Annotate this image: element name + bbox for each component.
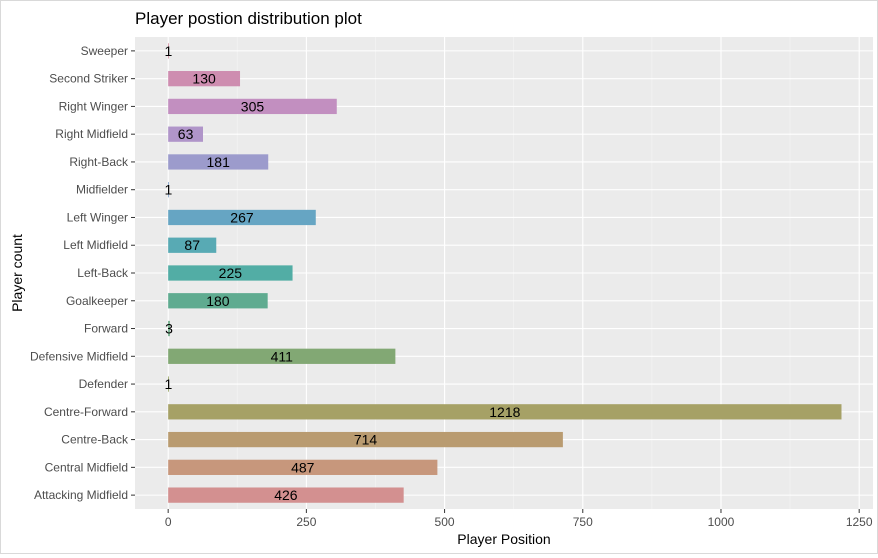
bar bbox=[168, 209, 316, 226]
data-label: 1 bbox=[165, 376, 173, 392]
y-tick-label: Midfielder bbox=[76, 183, 128, 197]
bar bbox=[168, 98, 337, 115]
bar bbox=[168, 376, 169, 392]
data-label: 714 bbox=[354, 432, 378, 448]
y-tick-label: Sweeper bbox=[81, 44, 128, 58]
y-tick-label: Left Winger bbox=[67, 210, 128, 224]
y-tick-label: Forward bbox=[84, 322, 128, 336]
data-label-layer: 426 487 714 1218 1 411 3 180 225 87 267 1 181 63 305 13… bbox=[165, 43, 521, 503]
bar bbox=[168, 182, 169, 198]
data-label: 426 bbox=[274, 487, 298, 503]
data-label: 87 bbox=[184, 237, 200, 253]
bar bbox=[168, 431, 563, 448]
x-tick-label: 1000 bbox=[708, 515, 735, 529]
data-label: 267 bbox=[230, 209, 254, 225]
bar bbox=[168, 320, 170, 337]
y-tick-label: Attacking Midfield bbox=[34, 488, 128, 502]
data-label: 181 bbox=[207, 154, 231, 170]
x-tick-label: 1250 bbox=[846, 515, 873, 529]
data-label: 411 bbox=[271, 348, 294, 364]
data-label: 130 bbox=[192, 71, 216, 87]
data-label: 1 bbox=[165, 182, 173, 198]
data-label: 1218 bbox=[489, 404, 520, 420]
chart-title: Player postion distribution plot bbox=[135, 9, 362, 28]
bar bbox=[168, 293, 268, 309]
y-tick-label: Goalkeeper bbox=[66, 294, 128, 308]
y-tick-label: Centre-Forward bbox=[44, 405, 128, 419]
bar bbox=[168, 348, 396, 364]
y-tick-label: Left Midfield bbox=[63, 238, 128, 252]
y-tick-label: Centre-Back bbox=[61, 433, 129, 447]
data-label: 63 bbox=[178, 126, 194, 142]
bar-layer bbox=[168, 43, 842, 503]
y-tick-label: Right Midfield bbox=[55, 127, 128, 141]
data-label: 487 bbox=[291, 459, 315, 475]
y-tick-label: Central Midfield bbox=[45, 460, 128, 474]
data-label: 3 bbox=[165, 321, 173, 337]
x-tick-label: 250 bbox=[296, 515, 316, 529]
bar bbox=[168, 404, 842, 420]
y-tick-label: Left-Back bbox=[77, 266, 129, 280]
bar bbox=[168, 487, 404, 503]
y-tick-label: Right Winger bbox=[59, 99, 128, 113]
bar bbox=[168, 459, 438, 475]
x-tick-label: 0 bbox=[165, 515, 172, 529]
bar bbox=[168, 265, 293, 281]
y-tick-label: Second Striker bbox=[49, 72, 128, 86]
x-tick-labels: 0 250 500 750 1000 1250 bbox=[165, 509, 873, 529]
y-tick-label: Defensive Midfield bbox=[30, 349, 128, 363]
bar bbox=[168, 126, 203, 142]
y-tick-label: Defender bbox=[79, 377, 128, 391]
data-label: 1 bbox=[165, 43, 173, 59]
y-axis-title: Player count bbox=[9, 234, 25, 312]
bar bbox=[168, 43, 169, 59]
y-tick-labels: Attacking Midfield Central Midfield Centre… bbox=[30, 44, 135, 502]
x-axis-title: Player Position bbox=[457, 531, 550, 547]
bar bbox=[168, 154, 269, 170]
x-tick-label: 500 bbox=[435, 515, 455, 529]
y-tick-label: Right-Back bbox=[69, 155, 129, 169]
data-label: 225 bbox=[219, 265, 243, 281]
bar bbox=[168, 237, 217, 253]
bar bbox=[168, 71, 241, 87]
data-label: 180 bbox=[206, 293, 230, 309]
data-label: 305 bbox=[241, 98, 265, 114]
x-tick-label: 750 bbox=[573, 515, 593, 529]
